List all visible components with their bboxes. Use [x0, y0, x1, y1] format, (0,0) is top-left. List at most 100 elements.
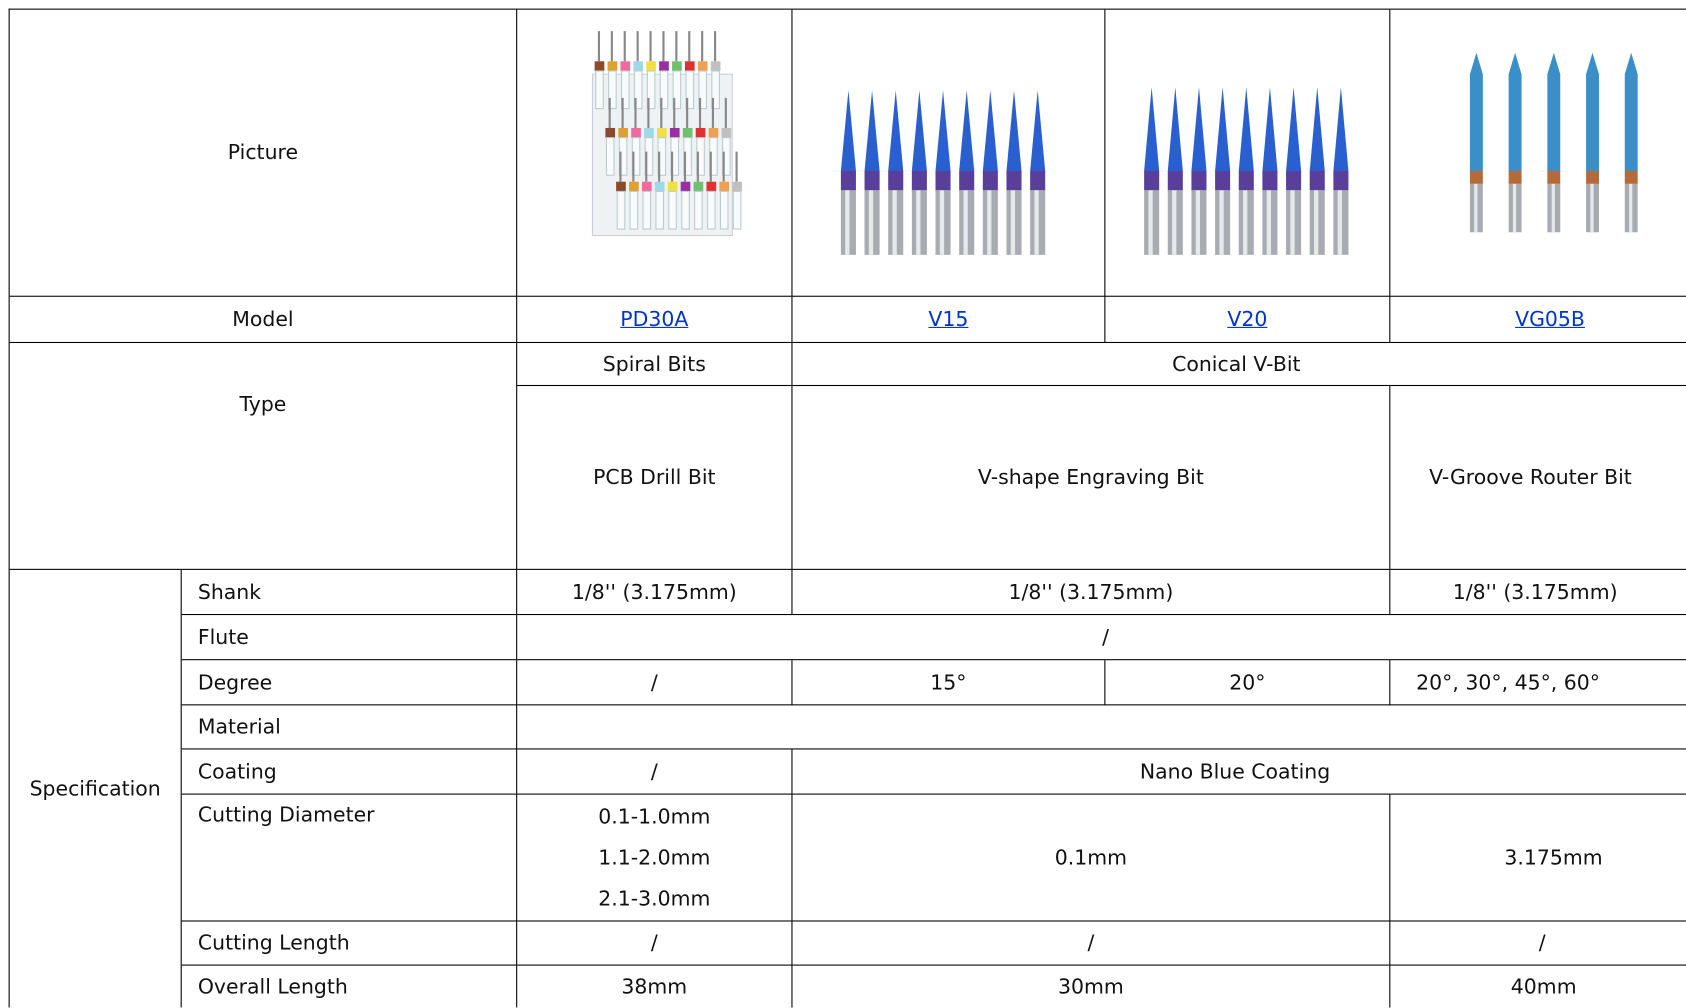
- image-shape: [1167, 86, 1183, 171]
- cell: 1/8'' (3.175mm): [1390, 570, 1686, 616]
- image-shape: [594, 60, 605, 71]
- image-shape: [1512, 183, 1517, 232]
- image-shape: [629, 181, 639, 191]
- cell: V20: [1105, 296, 1391, 344]
- image-shape: [646, 69, 656, 109]
- image-shape: [840, 89, 856, 171]
- spec-label: Cutting Diameter: [181, 794, 518, 922]
- image-shape: [1215, 86, 1231, 171]
- cell: Spiral Bits: [517, 343, 793, 387]
- image-shape: [911, 170, 927, 190]
- image-shape: [1508, 52, 1522, 171]
- image-shape: [672, 60, 682, 71]
- spec-label: Overall Length: [182, 965, 518, 1008]
- cell: 20°, 30°, 45°, 60°: [1390, 660, 1686, 706]
- image-shape: [1547, 52, 1561, 171]
- cell: 15°: [792, 660, 1106, 706]
- spec-label: Flute: [181, 615, 518, 661]
- cell: /: [1390, 922, 1686, 966]
- image-shape: [707, 190, 716, 230]
- image-shape: [1629, 183, 1633, 232]
- image-shape: [620, 60, 631, 71]
- image-shape: [1290, 189, 1295, 255]
- image-shape: [1030, 170, 1046, 190]
- image-shape: [1006, 89, 1022, 171]
- image-shape: [620, 69, 630, 109]
- image-shape: [1309, 170, 1325, 190]
- image-shape: [668, 190, 677, 230]
- image-shape: [1286, 170, 1302, 190]
- image-shape: [1195, 189, 1201, 255]
- image: [840, 89, 1046, 255]
- image-shape: [618, 127, 628, 138]
- model-link[interactable]: V15: [928, 307, 969, 332]
- image: [1144, 86, 1349, 255]
- spec-table: Picture Model PD30A V15 V20 VG05B Type S…: [8, 8, 1686, 1008]
- image-shape: [642, 190, 652, 230]
- image-shape: [605, 127, 616, 138]
- image-shape: [1010, 189, 1016, 255]
- image-shape: [659, 60, 669, 71]
- product-image: [1390, 10, 1686, 297]
- product-image: [792, 9, 1106, 297]
- image-shape: [698, 69, 708, 109]
- cell: Nano Blue Coating: [792, 749, 1686, 795]
- image-shape: [659, 69, 669, 109]
- image-shape: [646, 60, 656, 71]
- image-shape: [1286, 86, 1302, 171]
- image-shape: [708, 127, 719, 138]
- cell: 0.1-1.0mm 1.1-2.0mm 2.1-3.0mm: [517, 794, 793, 922]
- image-shape: [681, 190, 690, 230]
- image-shape: [939, 189, 945, 255]
- image-shape: [1006, 170, 1022, 190]
- cell: VG05B: [1390, 297, 1686, 344]
- image-shape: [1262, 170, 1278, 190]
- image: [1469, 52, 1638, 232]
- image-shape: [868, 189, 874, 255]
- image-shape: [1144, 86, 1160, 171]
- image-shape: [657, 127, 667, 138]
- cell: 1/8'' (3.175mm): [517, 569, 793, 616]
- cell: 1/8'' (3.175mm): [792, 569, 1391, 616]
- image-shape: [1172, 189, 1177, 255]
- image-shape: [616, 190, 626, 230]
- image-shape: [695, 127, 706, 138]
- cell: 0.1mm: [792, 794, 1391, 922]
- cell: PCB Drill Bit: [517, 386, 793, 570]
- image-shape: [732, 190, 742, 230]
- image-shape: [864, 170, 880, 190]
- image-shape: [1474, 183, 1478, 232]
- cell-line: 2.1-3.0mm: [598, 886, 711, 911]
- spec-label: Material: [181, 705, 518, 750]
- image-shape: [1586, 52, 1599, 171]
- image-shape: [1219, 189, 1224, 255]
- model-link[interactable]: V20: [1227, 307, 1268, 332]
- model-link[interactable]: VG05B: [1515, 307, 1585, 332]
- image-shape: [911, 89, 927, 171]
- product-image: [1105, 9, 1391, 297]
- image-shape: [732, 181, 742, 191]
- image-shape: [631, 127, 641, 138]
- image-shape: [982, 89, 998, 171]
- image-shape: [680, 181, 691, 191]
- image-shape: [1030, 89, 1046, 171]
- cell-line: 0.1-1.0mm: [598, 804, 711, 829]
- image-shape: [1590, 183, 1594, 232]
- image-shape: [1469, 52, 1483, 171]
- image-shape: [669, 127, 680, 138]
- row-label: Picture: [9, 9, 518, 297]
- cell: [517, 705, 1686, 750]
- cell: V15: [792, 296, 1106, 344]
- image-shape: [845, 189, 850, 255]
- image-shape: [1333, 170, 1349, 190]
- image-shape: [654, 181, 665, 191]
- image-shape: [987, 189, 992, 255]
- cell: 30mm: [792, 965, 1391, 1008]
- image: [591, 30, 742, 236]
- model-link[interactable]: PD30A: [620, 307, 689, 332]
- image-shape: [608, 69, 617, 109]
- image-shape: [697, 60, 708, 71]
- product-image: [517, 9, 793, 297]
- cell: /: [517, 749, 793, 795]
- image-shape: [641, 181, 652, 191]
